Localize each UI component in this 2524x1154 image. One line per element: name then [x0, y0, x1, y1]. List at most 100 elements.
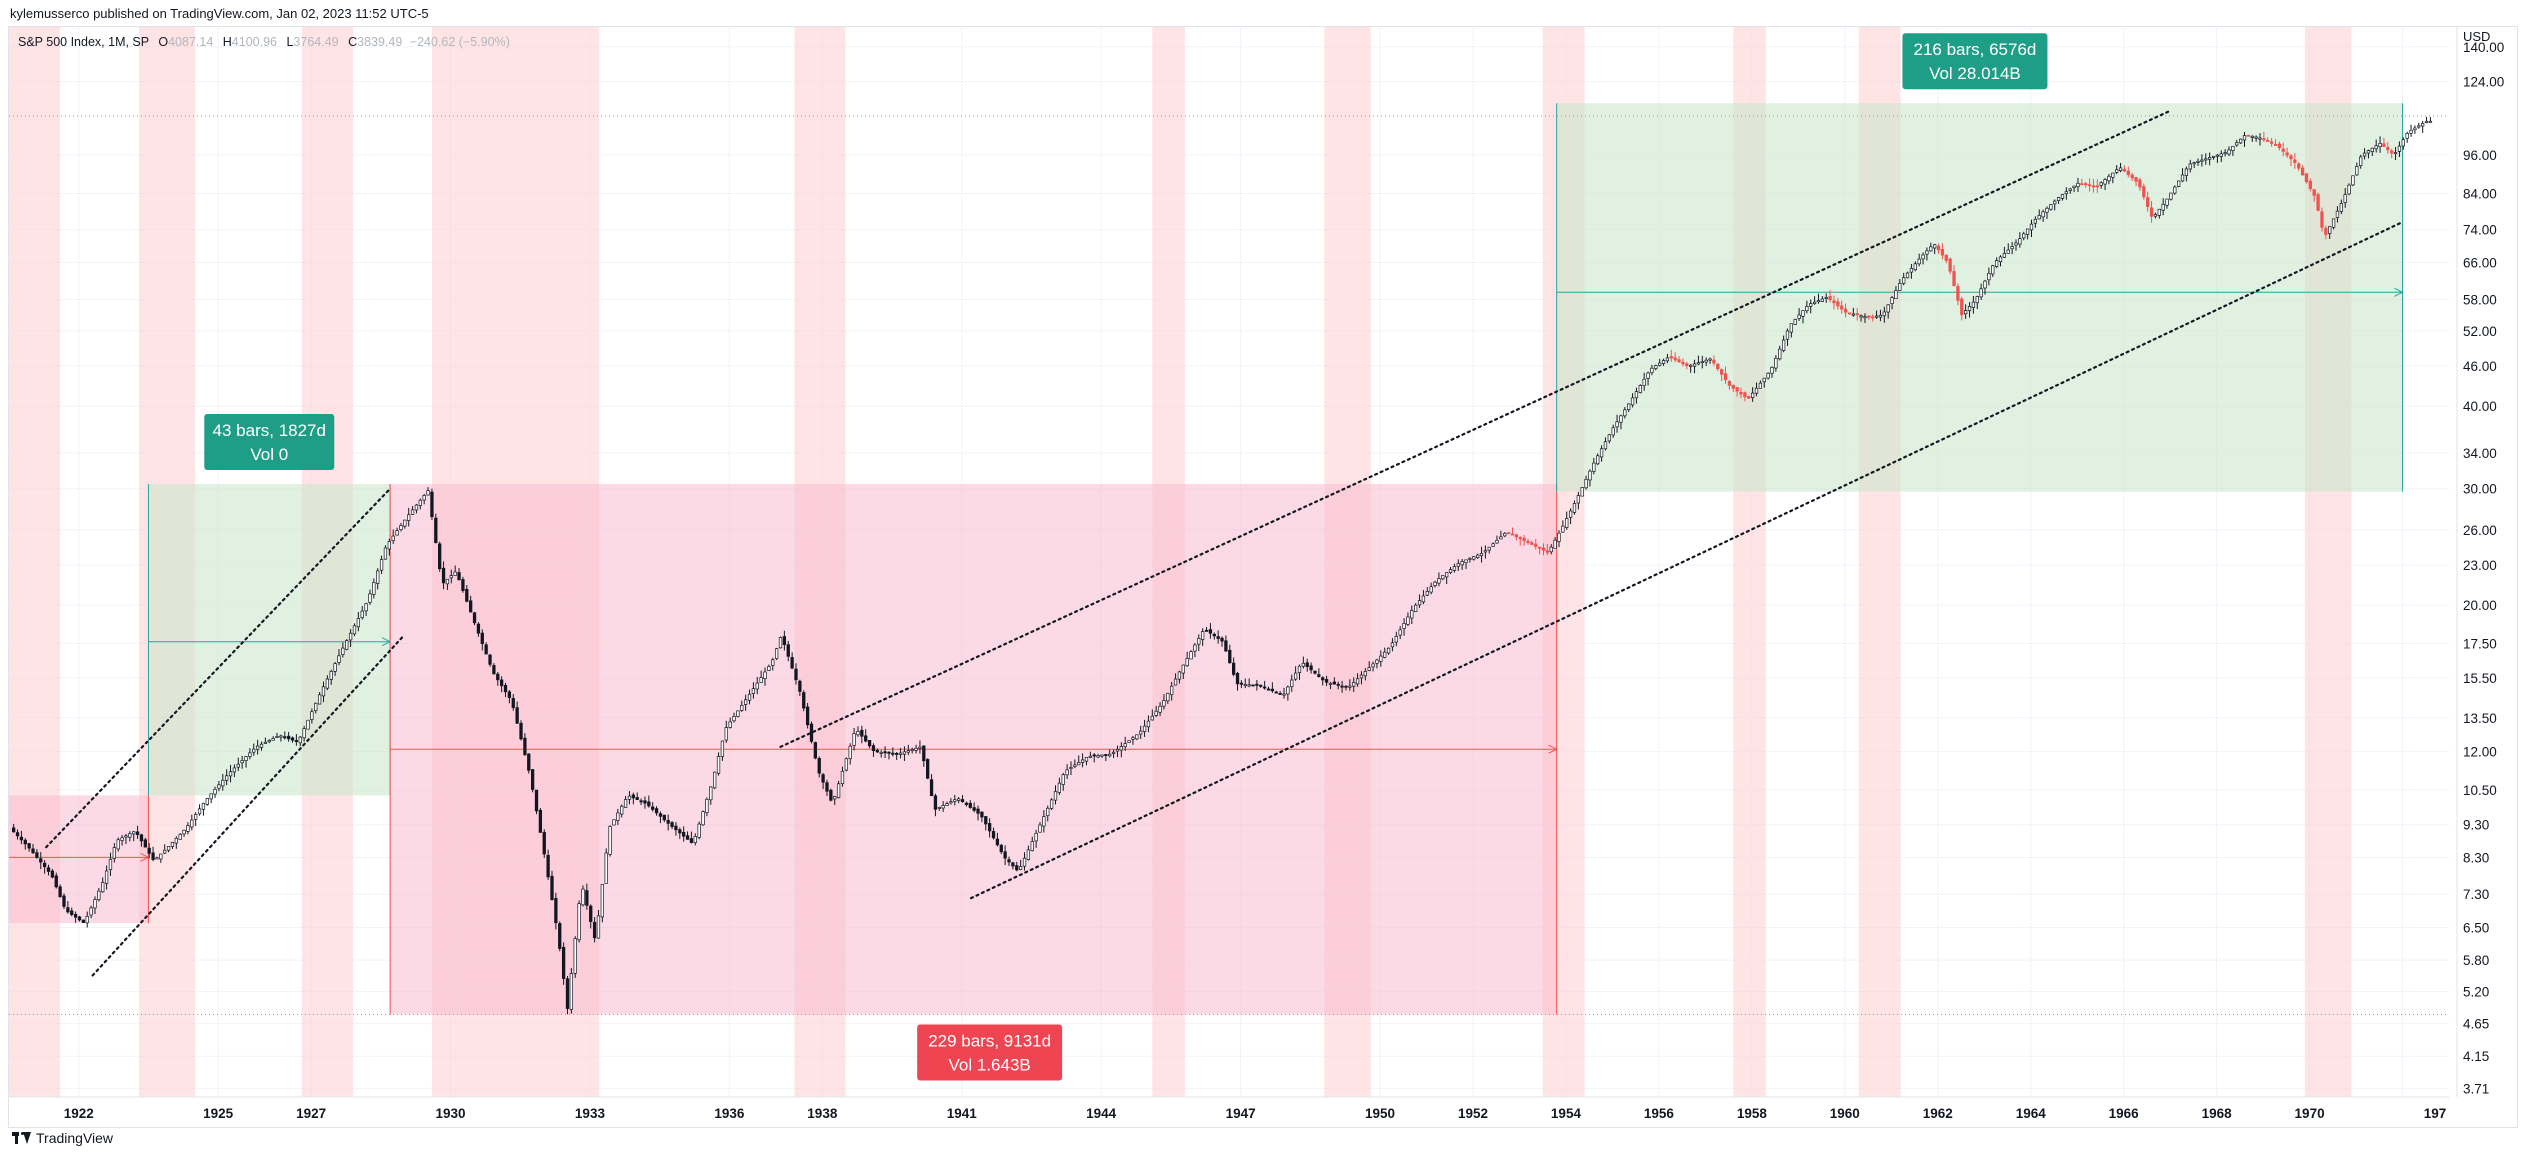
candle-body	[325, 678, 330, 689]
candle-body	[1018, 866, 1023, 870]
trend-line[interactable]	[91, 634, 406, 977]
chart-frame[interactable]: 43 bars, 1827d Vol 0 229 bars, 9131d Vol 1.…	[8, 26, 2518, 1128]
measure-box[interactable]	[1556, 103, 2403, 492]
candle-body	[1030, 841, 1034, 851]
candle-body	[743, 699, 748, 705]
candle-body	[1383, 651, 1387, 658]
candle-body	[2227, 149, 2231, 155]
candle-body	[469, 600, 473, 613]
time-axis-tick-label: 1954	[1551, 1106, 1582, 1121]
candle-body	[50, 870, 55, 878]
candle-body	[2393, 152, 2398, 155]
candle-body	[860, 729, 864, 737]
candle-body	[1429, 586, 1433, 593]
candle-body	[1255, 683, 1259, 686]
candle-body	[31, 848, 35, 854]
candle-body	[1433, 581, 1437, 586]
trend-line[interactable]	[45, 487, 392, 849]
candle-body	[321, 686, 326, 697]
measure-box[interactable]	[9, 795, 149, 924]
candle-body	[2118, 167, 2123, 172]
candle-body	[1425, 591, 1429, 596]
candle-body	[2335, 210, 2340, 218]
candle-body	[461, 579, 465, 591]
candle-body	[399, 525, 403, 530]
candle-body	[1340, 685, 1344, 688]
candle-body	[2107, 175, 2111, 182]
measure-label-box[interactable]	[1902, 33, 2048, 90]
legend-low-value: 3764.49	[293, 35, 339, 49]
price-axis-tick-label: 52.00	[2463, 324, 2497, 339]
candle-body	[1871, 316, 1875, 319]
candle-body	[2010, 246, 2014, 250]
candle-body	[1448, 569, 1453, 573]
candle-body	[178, 833, 182, 840]
candle-body	[1127, 740, 1131, 743]
candle-body	[426, 490, 430, 496]
candle-body	[1719, 369, 1724, 375]
candle-body	[1053, 791, 1058, 801]
candle-body	[2165, 198, 2169, 206]
candle-body	[1100, 754, 1104, 757]
candle-body	[825, 782, 829, 792]
candle-body	[1317, 674, 1321, 677]
candle-body	[724, 727, 728, 741]
measure-box[interactable]	[148, 483, 391, 796]
candle-body	[1603, 441, 1608, 450]
candle-body	[670, 822, 674, 827]
candle-body	[1007, 859, 1011, 863]
candle-body	[383, 547, 388, 560]
candle-body	[1654, 365, 1658, 369]
candle-body	[674, 825, 678, 831]
candle-body	[1108, 753, 1112, 757]
footer-brand[interactable]: TradingView	[12, 1130, 113, 1146]
candle-body	[1847, 312, 1852, 315]
trend-line[interactable]	[969, 220, 2404, 900]
candle-body	[155, 857, 159, 860]
candle-body	[317, 694, 322, 705]
candle-body	[1139, 730, 1143, 735]
candle-body	[2223, 152, 2227, 155]
candle-body	[2297, 163, 2301, 169]
candle-body	[1359, 674, 1364, 679]
time-axis-tick-label: 1927	[296, 1106, 326, 1121]
measure-label-box[interactable]	[204, 413, 335, 470]
candle-body	[1309, 665, 1313, 671]
candle-body	[1933, 244, 1937, 249]
candle-body	[1615, 421, 1619, 428]
candle-body	[2045, 207, 2049, 213]
measure-label-box[interactable]	[917, 1024, 1063, 1081]
candle-body	[1197, 637, 1201, 645]
candle-body	[1750, 392, 1755, 398]
price-chart[interactable]: 43 bars, 1827d Vol 0 229 bars, 9131d Vol 1.…	[9, 27, 2519, 1129]
candle-body	[453, 571, 457, 576]
candle-body	[666, 820, 670, 824]
candle-body	[410, 509, 415, 515]
candle-body	[1936, 245, 1941, 251]
candle-body	[1588, 470, 1592, 481]
candle-body	[1510, 533, 1515, 536]
time-axis-tick-label: 1956	[1644, 1106, 1675, 1121]
time-axis-tick-label: 1941	[947, 1106, 978, 1121]
candle-body	[767, 666, 771, 671]
time-axis-tick-label: 1968	[2202, 1106, 2233, 1121]
candle-body	[1084, 757, 1089, 762]
candle-body	[809, 723, 814, 742]
candle-body	[1487, 546, 1491, 551]
candle-body	[1592, 462, 1596, 472]
candle-body	[1561, 525, 1565, 533]
candle-body	[1708, 358, 1712, 361]
trend-line[interactable]	[779, 109, 2172, 748]
candle-body	[2130, 174, 2134, 179]
candle-body	[682, 831, 686, 837]
candle-body	[2068, 188, 2072, 191]
candle-body	[1158, 705, 1162, 713]
candle-body	[902, 751, 907, 755]
candle-body	[980, 811, 984, 818]
candle-body	[225, 775, 229, 781]
time-axis-tick-label: 1952	[1458, 1106, 1488, 1121]
price-axis-tick-label: 26.00	[2463, 523, 2497, 538]
candle-body	[1049, 799, 1054, 809]
candle-body	[1375, 659, 1379, 664]
candle-body	[1069, 767, 1073, 769]
